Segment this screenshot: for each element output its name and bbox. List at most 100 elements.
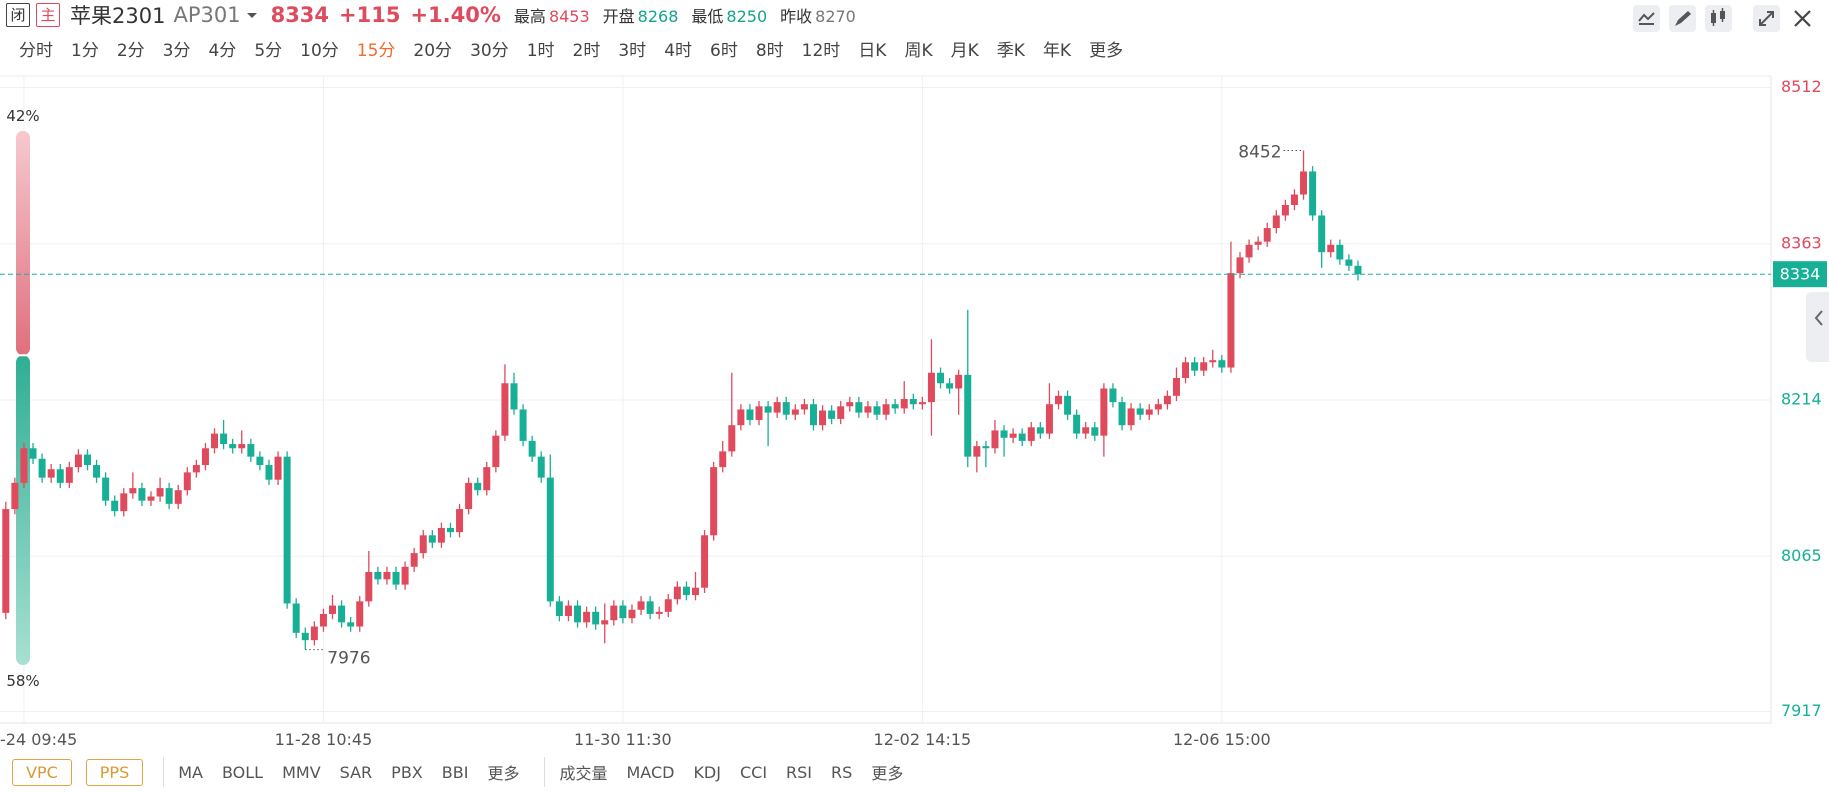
period-button[interactable]: 2分 (116, 41, 145, 61)
candle-body (1154, 404, 1162, 410)
period-button[interactable]: 1时 (526, 41, 555, 61)
sub-indicator[interactable]: RSI (786, 762, 813, 782)
candle-body (456, 509, 464, 533)
candle-body (1118, 402, 1126, 426)
stat-label: 最低 (691, 7, 724, 26)
period-button[interactable]: 5分 (254, 41, 283, 61)
stat-value: 8453 (548, 7, 590, 26)
period-button[interactable]: 20分 (413, 41, 453, 61)
candle-body (628, 609, 636, 619)
period-button[interactable]: 12时 (801, 41, 841, 61)
candle-body (528, 440, 536, 457)
price-change: +115 (339, 3, 401, 27)
candle-body (274, 456, 282, 480)
candle-body (1036, 427, 1044, 434)
icon-button[interactable] (1669, 5, 1696, 32)
sub-indicator[interactable]: KDJ (693, 762, 721, 782)
main-indicator[interactable]: PBX (391, 762, 423, 782)
sub-indicator[interactable]: 更多 (871, 764, 904, 783)
period-button[interactable]: 4分 (208, 41, 237, 61)
sub-indicator[interactable]: RS (831, 762, 853, 782)
candle-body (83, 454, 91, 466)
candle-body (592, 611, 600, 625)
candle-body (510, 383, 518, 410)
candle-body (156, 488, 164, 497)
period-button[interactable]: 4时 (664, 41, 693, 61)
collapse-tab[interactable] (1806, 292, 1829, 362)
indicator-badge[interactable]: VPC (12, 758, 72, 786)
period-button[interactable]: 10分 (300, 41, 339, 61)
period-button[interactable]: 2时 (572, 41, 601, 61)
candle-body (1281, 204, 1289, 216)
candle-body (74, 454, 82, 468)
candle-body (1045, 404, 1053, 434)
candle-body (120, 493, 128, 512)
candle-body (474, 482, 482, 491)
sub-indicator[interactable]: CCI (739, 762, 768, 782)
period-button[interactable]: 1分 (71, 41, 99, 61)
candle-body (846, 402, 854, 407)
period-button[interactable]: 日K (858, 41, 887, 61)
main-indicator[interactable]: BOLL (221, 762, 264, 782)
candle-body (20, 448, 28, 483)
period-button[interactable]: 3时 (618, 41, 647, 61)
period-button[interactable]: 周K (904, 41, 933, 61)
candle-body (583, 611, 591, 623)
period-button[interactable]: 季K (996, 41, 1025, 61)
candle-body (192, 465, 200, 473)
sub-indicator[interactable]: 成交量 (559, 764, 608, 783)
candle-body (256, 456, 264, 466)
candle-body (265, 465, 273, 480)
period-button[interactable]: 分时 (19, 41, 53, 61)
candle-body (1263, 228, 1271, 242)
last-price: 8334 (270, 3, 330, 27)
period-button[interactable]: 月K (950, 41, 979, 61)
candle-body (1191, 362, 1199, 371)
main-indicator[interactable]: SAR (339, 762, 373, 782)
candle-body (1000, 430, 1008, 438)
candle-body (773, 402, 781, 413)
candle-body (682, 586, 690, 596)
main-indicator[interactable]: MMV (282, 762, 321, 782)
candle-body (664, 599, 672, 612)
candle-body (791, 409, 799, 415)
period-button[interactable]: 年K (1042, 41, 1072, 61)
instrument-code[interactable]: AP301 (173, 3, 241, 27)
period-button[interactable]: 3分 (162, 41, 191, 61)
period-button[interactable]: 30分 (470, 41, 509, 61)
candle-body (1345, 259, 1353, 266)
main-indicator[interactable]: 更多 (487, 764, 520, 783)
candle-body (419, 535, 427, 554)
main-indicator[interactable]: MA (178, 762, 203, 782)
separator (544, 757, 546, 787)
main-indicator[interactable]: BBI (441, 762, 469, 782)
candle-body (201, 448, 209, 466)
candle-body (1055, 395, 1062, 405)
period-button[interactable]: 8时 (755, 41, 784, 61)
icon-button[interactable] (1633, 5, 1660, 32)
dropdown-caret[interactable] (245, 10, 259, 20)
close-button[interactable] (1789, 5, 1816, 32)
period-bar: 分时 1分 2分 3分 4分 5分 10分 15分 20分 30分 1时 2时 3时 4时 6时 8时 12时日… (10, 36, 1132, 61)
candle-body (501, 383, 509, 436)
candle-body (809, 404, 817, 426)
x-tick-label: 11-30 11:30 (574, 730, 672, 749)
icon-button[interactable] (1753, 5, 1780, 32)
sub-indicator[interactable]: MACD (626, 762, 675, 782)
header: 闭 主 苹果2301 AP301 8334 +115 +1.40% 最高 8453… (0, 0, 856, 30)
candle-body (601, 620, 609, 625)
sentiment-label: 58% (6, 672, 39, 690)
stat-label: 最高 (513, 7, 546, 26)
period-button[interactable]: 6时 (710, 41, 738, 61)
period-button[interactable]: 更多 (1089, 41, 1124, 61)
candle-body (1018, 433, 1026, 441)
period-button[interactable]: 15分 (356, 41, 396, 61)
y-tick-label: 8214 (1781, 390, 1822, 409)
candle-body (465, 482, 473, 510)
icon-button[interactable] (1705, 5, 1732, 32)
candle-body (1245, 244, 1253, 258)
y-tick-label: 7917 (1781, 701, 1822, 720)
candle-body (1136, 408, 1144, 415)
indicator-badge[interactable]: PPS (85, 758, 144, 786)
